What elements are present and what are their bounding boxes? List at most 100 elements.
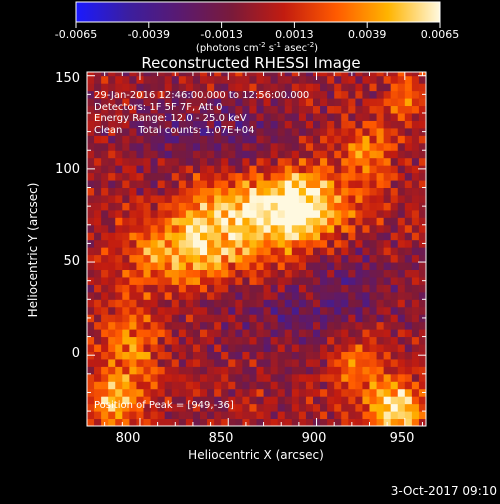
heatmap-cell [221, 98, 229, 107]
heatmap-cell [341, 284, 349, 293]
heatmap-cell [277, 351, 286, 360]
heatmap-cell [270, 351, 279, 360]
heatmap-cell [228, 98, 236, 107]
heatmap-cell [235, 172, 243, 181]
heatmap-cell [200, 224, 208, 233]
heatmap-cell [341, 194, 349, 203]
heatmap-cell [108, 72, 116, 77]
heatmap-cell [341, 150, 349, 159]
heatmap-cell [185, 418, 194, 426]
heatmap-cell [291, 224, 300, 233]
heatmap-cell [164, 172, 173, 181]
heatmap-cell [115, 187, 123, 196]
heatmap-cell [327, 172, 335, 181]
heatmap-cell [291, 150, 300, 159]
heatmap-cell [235, 98, 243, 107]
heatmap-cell [235, 262, 243, 270]
heatmap-cell [164, 165, 173, 174]
heatmap-cell [221, 366, 229, 375]
heatmap-cell [249, 194, 257, 203]
heatmap-cell [207, 224, 215, 233]
heatmap-cell [192, 232, 201, 241]
heatmap-cell [228, 254, 236, 263]
heatmap-cell [129, 209, 137, 218]
heatmap-cell [390, 381, 399, 390]
heatmap-cell [185, 157, 194, 166]
heatmap-cell [185, 336, 194, 345]
heatmap-cell [129, 187, 137, 196]
heatmap-cell [256, 105, 265, 114]
heatmap-cell [115, 120, 123, 129]
heatmap-cell [291, 239, 300, 248]
heatmap-cell [150, 291, 159, 300]
heatmap-cell [277, 142, 286, 151]
heatmap-cell [369, 306, 378, 315]
heatmap-cell [404, 276, 413, 285]
heatmap-cell [108, 105, 116, 114]
heatmap-cell [291, 75, 300, 84]
heatmap-cell [108, 284, 116, 293]
heatmap-cell [341, 112, 349, 121]
heatmap-cell [334, 120, 342, 129]
heatmap-cell [192, 411, 201, 420]
heatmap-cell [242, 90, 250, 99]
heatmap-cell [397, 373, 406, 382]
heatmap-cell [362, 358, 370, 367]
heatmap-cell [404, 90, 413, 99]
heatmap-cell [122, 381, 130, 390]
heatmap-cell [341, 142, 349, 151]
heatmap-cell [164, 98, 173, 107]
heatmap-cell [129, 254, 137, 263]
heatmap-cell [277, 127, 286, 136]
heatmap-cell [362, 157, 370, 166]
heatmap-cell [129, 284, 137, 293]
heatmap-cell [397, 83, 406, 92]
heatmap-cell [369, 262, 378, 270]
heatmap-cell [341, 291, 349, 300]
heatmap-cell [101, 157, 109, 166]
heatmap-cell [192, 127, 201, 136]
heatmap-cell [115, 388, 123, 397]
heatmap-cell [101, 411, 109, 420]
heatmap-cell [355, 165, 363, 174]
heatmap-cell [214, 142, 222, 151]
heatmap-cell [115, 344, 123, 352]
heatmap-cell [397, 299, 406, 308]
heatmap-cell [157, 366, 166, 375]
heatmap-cell [200, 403, 208, 412]
heatmap-cell [101, 83, 109, 92]
heatmap-cell [235, 165, 243, 174]
heatmap-cell [108, 150, 116, 159]
heatmap-cell [348, 90, 356, 99]
heatmap-cell [341, 403, 349, 412]
heatmap-cell [291, 262, 300, 270]
heatmap-cell [320, 411, 328, 420]
heatmap-cell [284, 284, 293, 293]
heatmap-cell [228, 418, 236, 426]
heatmap-cell [284, 247, 293, 256]
heatmap-cell [108, 112, 116, 121]
heatmap-cell [256, 150, 265, 159]
heatmap-cell [129, 329, 137, 338]
heatmap-cell [291, 105, 300, 114]
heatmap-cell [397, 187, 406, 196]
heatmap-cell [101, 165, 109, 174]
heatmap-cell [221, 142, 229, 151]
heatmap-cell [214, 291, 222, 300]
heatmap-cell [334, 344, 342, 352]
heatmap-cell [341, 373, 349, 382]
heatmap-cell [376, 247, 385, 256]
heatmap-cell [214, 180, 222, 189]
heatmap-cell [228, 83, 236, 92]
heatmap-cell [143, 98, 152, 107]
heatmap-cell [235, 150, 243, 159]
heatmap-cell [242, 358, 250, 367]
heatmap-cell [108, 396, 116, 405]
heatmap-cell [94, 202, 102, 211]
heatmap-cell [171, 373, 180, 382]
heatmap-cell [171, 172, 180, 181]
heatmap-cell [411, 262, 420, 270]
heatmap-cell [270, 187, 279, 196]
heatmap-cell [383, 403, 392, 412]
heatmap-cell [157, 388, 166, 397]
